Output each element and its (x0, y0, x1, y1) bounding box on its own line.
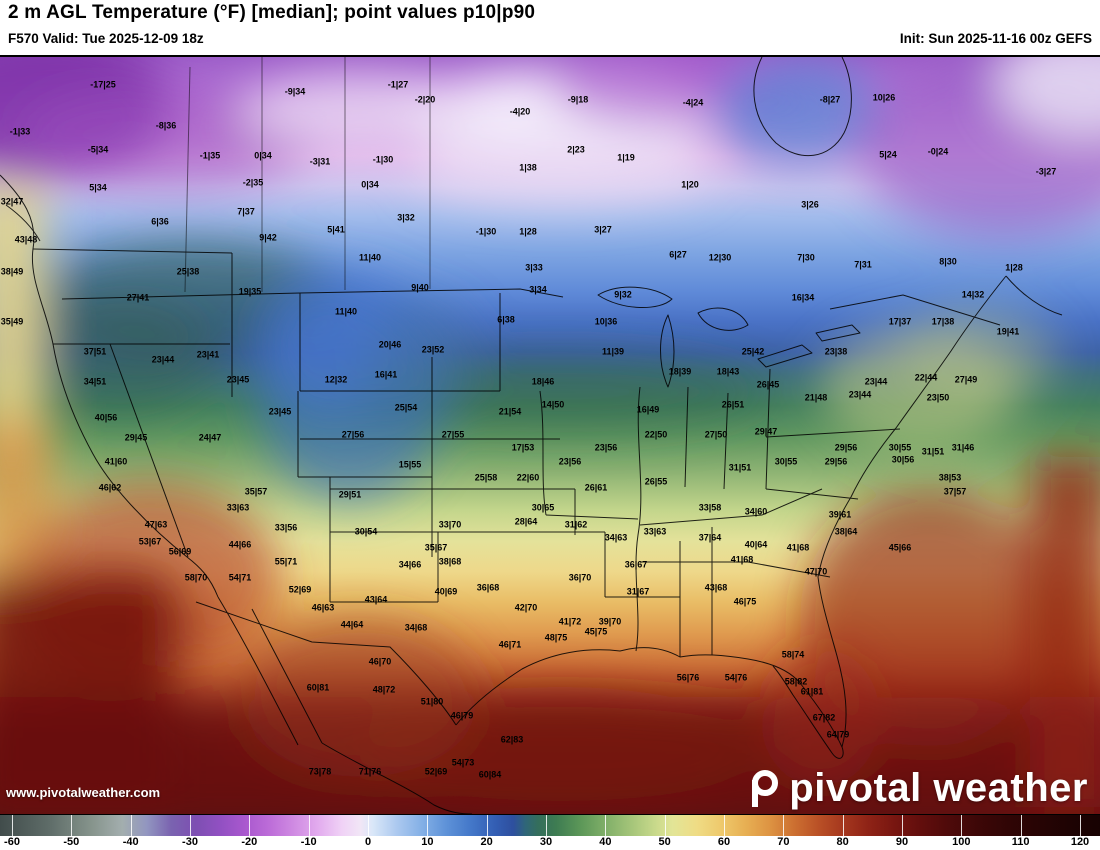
colorbar-tick-label: 30 (539, 836, 553, 848)
init-time-label: Init: Sun 2025-11-16 00z GEFS (899, 31, 1092, 46)
colorbar-tick-label: -60 (4, 836, 20, 848)
colorbar-tick (902, 815, 903, 836)
colorbar-tick (961, 815, 963, 836)
colorbar: -60 -50 -40 -30 -20 -10 0 10 20 30 40 50 60 70 80 90 100… (0, 814, 1100, 850)
colorbar-tick-label: 80 (836, 836, 849, 848)
colorbar-tick (783, 815, 785, 836)
colorbar-tick (190, 815, 191, 836)
temperature-field-art (0, 57, 1100, 814)
colorbar-gradient (0, 815, 1100, 836)
colorbar-tick-label: 100 (952, 836, 971, 848)
colorbar-tick (71, 815, 73, 836)
colorbar-tick-label: -50 (63, 836, 80, 848)
colorbar-tick (368, 815, 369, 836)
colorbar-tick (1020, 815, 1022, 836)
colorbar-tick-label: -40 (122, 836, 139, 848)
colorbar-tick-label: 0 (364, 836, 372, 848)
colorbar-tick-label: -10 (300, 836, 317, 848)
colorbar-tick (724, 815, 725, 836)
colorbar-tick-label: 70 (777, 836, 790, 848)
colorbar-tick (842, 815, 844, 836)
colorbar-tick-label: 20 (480, 836, 493, 848)
colorbar-tick (1080, 815, 1081, 836)
brand-watermark: pivotal weather (749, 768, 1088, 808)
colorbar-tick-label: 90 (895, 836, 909, 848)
colorbar-tick-label: 60 (717, 836, 731, 848)
brand-text: pivotal weather (789, 766, 1088, 810)
colorbar-tick-labels: -60 -50 -40 -30 -20 -10 0 10 20 30 40 50 60 70 80 90 100… (0, 836, 1100, 850)
colorbar-tick (12, 815, 13, 836)
colorbar-tick (664, 815, 666, 836)
colorbar-tick-label: 10 (421, 836, 434, 848)
page-title: 2 m AGL Temperature (°F) [median]; point… (8, 2, 536, 23)
colorbar-tick-label: 120 (1070, 836, 1090, 848)
header-subrow: F570 Valid: Tue 2025-12-09 18z Init: Sun… (8, 31, 1092, 46)
pivotal-logo-icon (752, 770, 779, 807)
colorbar-tick (605, 815, 607, 836)
watermark-url: www.pivotalweather.com (6, 785, 161, 800)
colorbar-tick-label: 50 (658, 836, 671, 848)
temperature-blobs (0, 57, 1100, 814)
temperature-map[interactable]: www.pivotalweather.com pivotal weather (0, 57, 1100, 814)
colorbar-tick-label: 40 (599, 836, 612, 848)
colorbar-tick (308, 815, 310, 836)
colorbar-tick (486, 815, 488, 836)
colorbar-tick-label: -30 (182, 836, 198, 848)
colorbar-tick (427, 815, 429, 836)
colorbar-tick (130, 815, 132, 836)
valid-time-label: F570 Valid: Tue 2025-12-09 18z (8, 31, 204, 46)
colorbar-tick (249, 815, 251, 836)
geo-borders (0, 57, 1063, 814)
colorbar-tick (546, 815, 547, 836)
colorbar-tick-label: -20 (241, 836, 258, 848)
header: 2 m AGL Temperature (°F) [median]; point… (0, 0, 1100, 57)
colorbar-tick-label: 110 (1011, 836, 1030, 848)
